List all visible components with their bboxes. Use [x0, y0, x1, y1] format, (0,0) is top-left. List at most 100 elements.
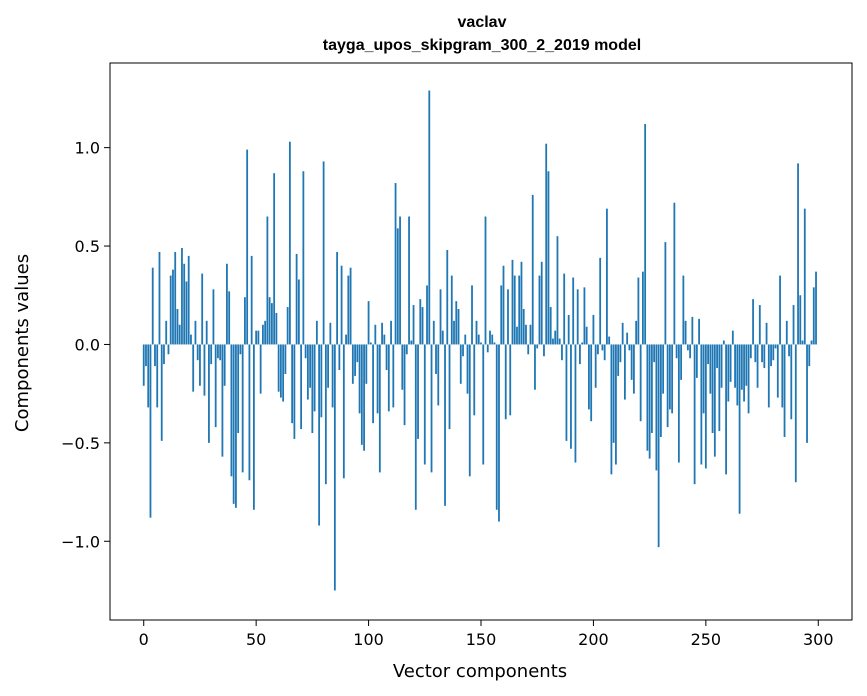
bar	[381, 322, 383, 345]
bar	[540, 261, 543, 345]
bar	[603, 344, 606, 361]
bar	[549, 307, 552, 345]
bar	[486, 344, 489, 353]
bar	[480, 342, 482, 345]
bar	[279, 344, 282, 398]
bar	[376, 344, 379, 414]
bar	[309, 344, 312, 388]
bar	[367, 301, 370, 345]
bar	[453, 320, 455, 345]
bar	[716, 344, 718, 369]
bar	[403, 344, 406, 426]
bar	[221, 344, 224, 457]
bar	[590, 344, 593, 422]
bar	[441, 330, 444, 345]
bar	[363, 344, 365, 451]
bar	[615, 344, 617, 465]
bar	[554, 330, 557, 345]
bar	[738, 344, 741, 514]
bar	[356, 344, 359, 363]
bar	[405, 344, 408, 355]
bar	[743, 344, 745, 402]
bar	[154, 344, 156, 367]
bar	[731, 330, 734, 345]
bar	[336, 251, 338, 345]
bar	[277, 344, 280, 392]
bar	[172, 269, 174, 345]
bar	[740, 344, 743, 390]
bar	[199, 344, 201, 386]
bar	[208, 344, 210, 443]
bar	[653, 344, 656, 363]
bar	[385, 344, 388, 371]
bar	[785, 320, 788, 345]
bar	[322, 161, 325, 345]
bar	[187, 255, 190, 345]
bar	[801, 340, 804, 345]
bar	[360, 344, 363, 445]
bar	[641, 271, 644, 345]
bar	[545, 143, 548, 345]
bar	[572, 277, 575, 345]
bar	[419, 299, 422, 345]
bar	[273, 173, 276, 345]
bar	[765, 322, 768, 345]
bar	[621, 322, 624, 345]
bar	[163, 344, 165, 365]
bar	[446, 249, 449, 345]
x-axis-label: Vector components	[393, 661, 567, 682]
bar	[576, 289, 579, 345]
bar	[565, 344, 568, 441]
bar	[788, 344, 790, 357]
bar	[459, 344, 462, 384]
bar	[226, 263, 228, 345]
bar	[268, 297, 271, 345]
bar	[675, 344, 678, 359]
bar	[495, 344, 498, 510]
bar	[783, 344, 786, 437]
bar	[246, 149, 249, 345]
bar	[527, 344, 530, 355]
bar	[169, 275, 172, 345]
bar	[810, 340, 813, 345]
bar	[167, 344, 170, 355]
bar	[626, 332, 629, 345]
x-tick-label: 50	[246, 630, 266, 649]
plot-area-frame	[109, 62, 853, 621]
bar	[151, 267, 154, 345]
bar	[351, 344, 354, 384]
bar	[448, 344, 451, 430]
x-tick-label: 150	[466, 630, 497, 649]
bar	[754, 344, 757, 363]
y-tick-label: −0.5	[61, 434, 100, 453]
bar	[432, 320, 435, 345]
bar	[408, 216, 410, 345]
bar	[423, 344, 426, 465]
bar	[158, 251, 161, 345]
bar	[806, 344, 808, 443]
bar	[646, 344, 649, 451]
bar	[799, 295, 802, 345]
bar	[149, 344, 152, 518]
bar	[662, 344, 665, 394]
bar	[455, 301, 458, 345]
bar	[297, 279, 300, 345]
bar	[745, 344, 748, 386]
bar	[378, 344, 381, 473]
bar	[718, 344, 721, 432]
bar	[313, 344, 316, 412]
bar	[333, 344, 336, 591]
bar	[241, 344, 244, 473]
bar	[320, 344, 323, 418]
bar	[797, 163, 799, 345]
bar	[761, 344, 763, 363]
bar	[491, 334, 494, 345]
bar	[399, 216, 401, 345]
bar	[729, 344, 732, 382]
bar	[282, 344, 285, 402]
bar	[412, 305, 415, 345]
bar	[475, 320, 478, 345]
bar	[214, 344, 217, 428]
bar	[628, 344, 631, 351]
